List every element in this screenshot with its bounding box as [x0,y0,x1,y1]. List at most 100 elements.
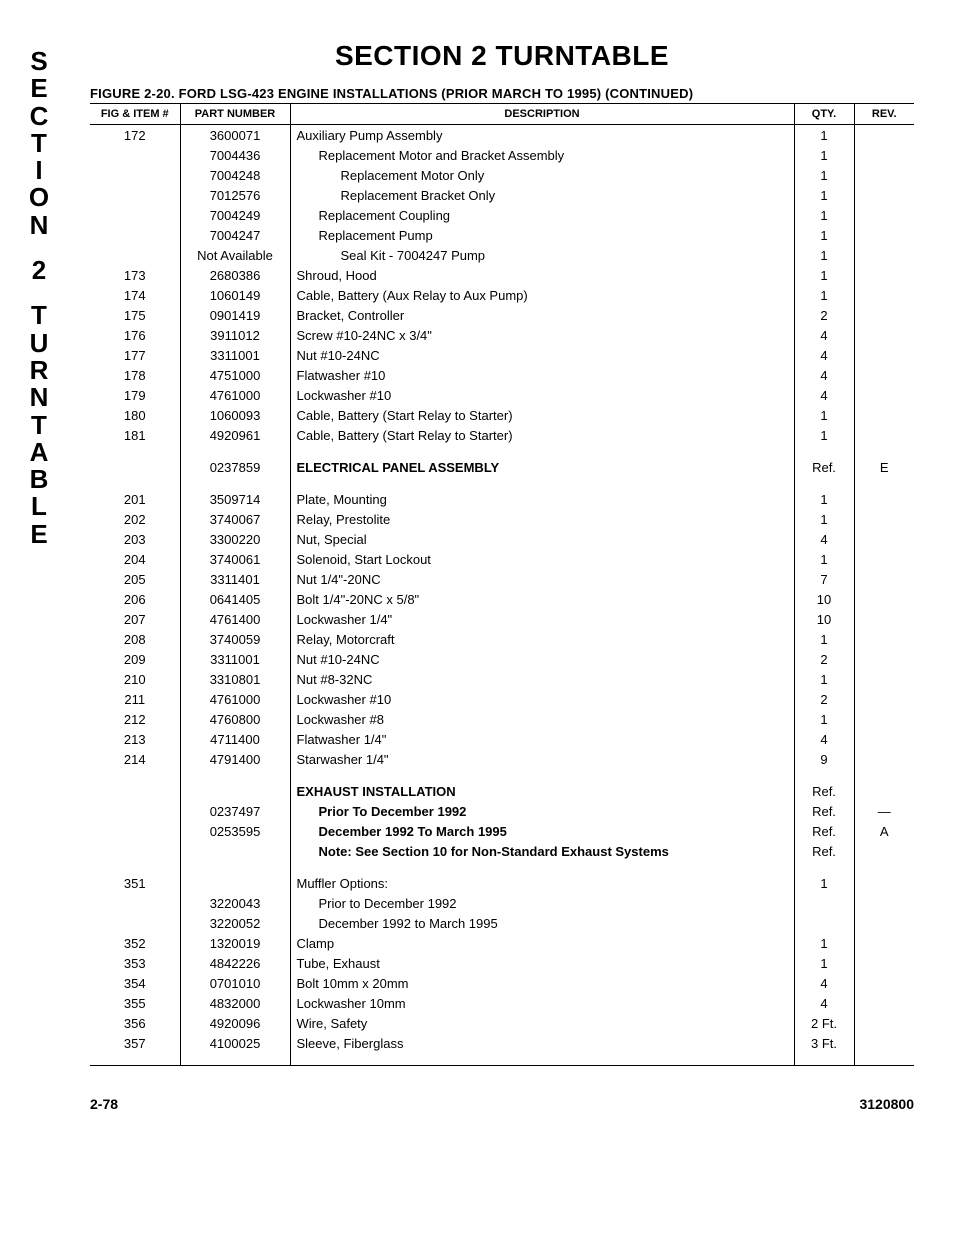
cell-desc-text: Lockwasher 1/4" [297,612,393,627]
cell-fig: 181 [90,425,180,445]
cell-rev [854,265,914,285]
cell-fig: 208 [90,629,180,649]
cell-desc: Lockwasher 1/4" [290,609,794,629]
cell-desc-text: EXHAUST INSTALLATION [297,784,456,799]
parts-table: FIG & ITEM # PART NUMBER DESCRIPTION QTY… [90,103,914,1066]
table-row: 1723600071Auxiliary Pump Assembly1 [90,125,914,146]
cell-desc-text: December 1992 to March 1995 [297,916,498,931]
cell-desc: Clamp [290,933,794,953]
cell-rev [854,893,914,913]
table-row: 2023740067Relay, Prestolite1 [90,509,914,529]
cell-fig: 173 [90,265,180,285]
cell-desc: Flatwasher 1/4" [290,729,794,749]
cell-desc: Shroud, Hood [290,265,794,285]
cell-qty: 1 [794,873,854,893]
cell-rev [854,689,914,709]
cell-desc: December 1992 to March 1995 [290,913,794,933]
cell-qty [794,913,854,933]
cell-desc-text: Auxiliary Pump Assembly [297,128,443,143]
cell-desc: Bolt 1/4"-20NC x 5/8" [290,589,794,609]
cell-rev [854,589,914,609]
cell-part: 4761000 [180,689,290,709]
cell-part: 1060093 [180,405,290,425]
cell-desc-text: Bolt 1/4"-20NC x 5/8" [297,592,420,607]
cell-rev [854,973,914,993]
cell-rev [854,549,914,569]
cell-desc-text: ELECTRICAL PANEL ASSEMBLY [297,460,500,475]
cell-rev [854,1013,914,1033]
cell-fig [90,457,180,477]
cell-rev [854,873,914,893]
cell-desc: Seal Kit - 7004247 Pump [290,245,794,265]
cell-fig: 206 [90,589,180,609]
header-qty: QTY. [794,104,854,125]
cell-part: 7004436 [180,145,290,165]
cell-fig [90,781,180,801]
cell-rev [854,669,914,689]
cell-rev [854,569,914,589]
cell-desc-text: Starwasher 1/4" [297,752,389,767]
cell-desc-text: Bracket, Controller [297,308,405,323]
side-char: C [28,103,50,130]
table-row: 3540701010Bolt 10mm x 20mm4 [90,973,914,993]
cell-rev [854,205,914,225]
cell-desc: Prior to December 1992 [290,893,794,913]
cell-desc-text: Prior To December 1992 [297,804,467,819]
cell-part: 7004249 [180,205,290,225]
side-char: O [28,184,50,211]
cell-part: 3740061 [180,549,290,569]
cell-desc-text: Bolt 10mm x 20mm [297,976,409,991]
cell-qty: 1 [794,489,854,509]
cell-part [180,781,290,801]
table-row: 0237497Prior To December 1992Ref.— [90,801,914,821]
cell-desc: Bolt 10mm x 20mm [290,973,794,993]
table-row: 1794761000Lockwasher #104 [90,385,914,405]
cell-fig: 176 [90,325,180,345]
cell-desc: Solenoid, Start Lockout [290,549,794,569]
header-desc: DESCRIPTION [290,104,794,125]
cell-part: 1320019 [180,933,290,953]
cell-fig [90,225,180,245]
cell-desc-text: Cable, Battery (Start Relay to Starter) [297,428,513,443]
cell-qty: Ref. [794,841,854,861]
cell-qty: 4 [794,385,854,405]
table-row: 1801060093Cable, Battery (Start Relay to… [90,405,914,425]
side-char: L [28,493,50,520]
cell-fig: 212 [90,709,180,729]
table-row: 3574100025Sleeve, Fiberglass3 Ft. [90,1033,914,1065]
cell-rev [854,385,914,405]
cell-part: 4832000 [180,993,290,1013]
table-row: EXHAUST INSTALLATIONRef. [90,781,914,801]
cell-fig: 205 [90,569,180,589]
cell-rev [854,509,914,529]
cell-desc: Flatwasher #10 [290,365,794,385]
cell-fig: 178 [90,365,180,385]
side-char: N [28,384,50,411]
cell-part: 0237497 [180,801,290,821]
cell-part: 4920096 [180,1013,290,1033]
cell-fig: 172 [90,125,180,146]
cell-rev [854,185,914,205]
cell-desc: Bracket, Controller [290,305,794,325]
table-row: Not AvailableSeal Kit - 7004247 Pump1 [90,245,914,265]
table-row: 1732680386Shroud, Hood1 [90,265,914,285]
cell-fig: 180 [90,405,180,425]
cell-fig: 177 [90,345,180,365]
cell-rev [854,609,914,629]
cell-desc-text: Replacement Coupling [297,208,451,223]
cell-fig [90,205,180,225]
cell-qty: 1 [794,245,854,265]
cell-desc: Replacement Coupling [290,205,794,225]
table-row [90,477,914,489]
side-section-label: SECTION2TURNTABLE [0,0,60,1235]
cell-part: 4100025 [180,1033,290,1065]
cell-desc: Replacement Motor Only [290,165,794,185]
cell-rev [854,529,914,549]
cell-part: 1060149 [180,285,290,305]
cell-fig [90,841,180,861]
table-row: 2124760800Lockwasher #81 [90,709,914,729]
cell-desc-text: Replacement Bracket Only [297,188,496,203]
cell-desc-text: Replacement Motor Only [297,168,485,183]
cell-desc: Replacement Pump [290,225,794,245]
cell-fig: 355 [90,993,180,1013]
